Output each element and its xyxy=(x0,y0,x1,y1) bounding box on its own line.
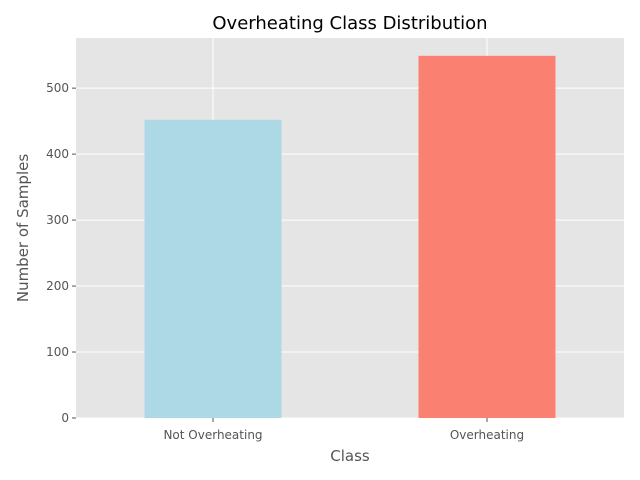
x-axis-label: Class xyxy=(330,447,370,465)
bar-not-overheating xyxy=(144,119,282,419)
bars xyxy=(144,55,556,419)
y-tick-label: 200 xyxy=(46,279,69,293)
y-tick-label: 100 xyxy=(46,345,69,359)
y-tick-label: 500 xyxy=(46,81,69,95)
chart-title: Overheating Class Distribution xyxy=(212,13,487,34)
y-tick-label: 0 xyxy=(61,411,69,425)
y-tick-label: 300 xyxy=(46,213,69,227)
y-axis-label: Number of Samples xyxy=(14,154,32,302)
bar-overheating xyxy=(418,55,556,418)
x-tick-label: Not Overheating xyxy=(163,428,262,442)
axis-ticks: 0 100 200 300 400 500 Not Overheating Overheati… xyxy=(46,81,524,442)
y-tick-label: 400 xyxy=(46,147,69,161)
x-tick-label: Overheating xyxy=(450,428,524,442)
